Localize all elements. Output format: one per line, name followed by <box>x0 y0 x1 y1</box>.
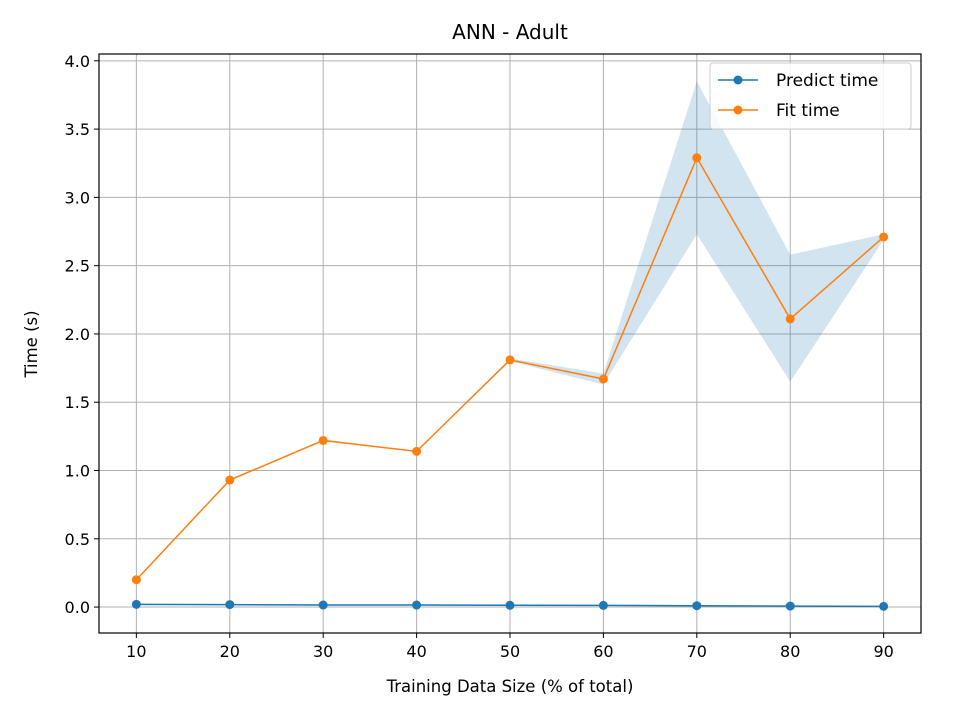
x-tick-label: 50 <box>500 642 520 661</box>
point-predict-time <box>692 601 702 611</box>
y-tick-label: 1.0 <box>65 461 90 480</box>
y-tick-label: 4.0 <box>65 52 90 71</box>
point-fit-time <box>598 374 608 384</box>
chart-title: ANN - Adult <box>452 20 568 44</box>
legend-box <box>709 62 912 130</box>
x-tick-label: 90 <box>873 642 893 661</box>
y-tick-label: 0.5 <box>65 530 90 549</box>
y-tick-label: 3.5 <box>65 120 90 139</box>
band-fit-time <box>136 81 884 580</box>
point-predict-time <box>785 601 795 611</box>
y-axis-title: Time (s) <box>22 310 41 378</box>
y-tick-label: 1.5 <box>65 393 90 412</box>
y-tick-label: 2.0 <box>65 325 90 344</box>
legend-marker-predict-time <box>733 75 743 85</box>
point-fit-time <box>412 446 422 456</box>
point-fit-time <box>318 435 328 445</box>
x-tick-label: 40 <box>406 642 426 661</box>
legend-label-fit-time: Fit time <box>776 101 840 121</box>
x-tick-label: 30 <box>313 642 333 661</box>
x-tick-label: 20 <box>220 642 240 661</box>
point-predict-time <box>412 600 422 610</box>
point-fit-time <box>225 475 235 485</box>
x-tick-label: 60 <box>593 642 613 661</box>
x-tick-label: 10 <box>126 642 146 661</box>
legend: Predict time Fit time <box>709 62 912 130</box>
point-fit-time <box>131 575 141 585</box>
point-predict-time <box>598 600 608 610</box>
point-fit-time <box>879 232 889 242</box>
point-fit-time <box>505 355 515 365</box>
point-predict-time <box>225 600 235 610</box>
axis-ticks: 10 20 30 40 50 60 70 80 90 0.0 0.5 1.0 1.5 2.0 2.5 3.0 3… <box>65 52 894 661</box>
point-fit-time <box>785 314 795 324</box>
point-predict-time <box>505 600 515 610</box>
y-tick-label: 2.5 <box>65 257 90 276</box>
x-tick-label: 80 <box>780 642 800 661</box>
point-predict-time <box>318 600 328 610</box>
legend-label-predict-time: Predict time <box>776 71 878 91</box>
y-tick-label: 0.0 <box>65 598 90 617</box>
legend-marker-fit-time <box>733 105 743 115</box>
series-points <box>131 153 889 611</box>
x-tick-label: 70 <box>687 642 707 661</box>
point-fit-time <box>692 153 702 163</box>
point-predict-time <box>879 601 889 611</box>
point-predict-time <box>131 599 141 609</box>
y-tick-label: 3.0 <box>65 188 90 207</box>
confidence-bands <box>136 81 884 607</box>
x-axis-title: Training Data Size (% of total) <box>386 677 634 696</box>
